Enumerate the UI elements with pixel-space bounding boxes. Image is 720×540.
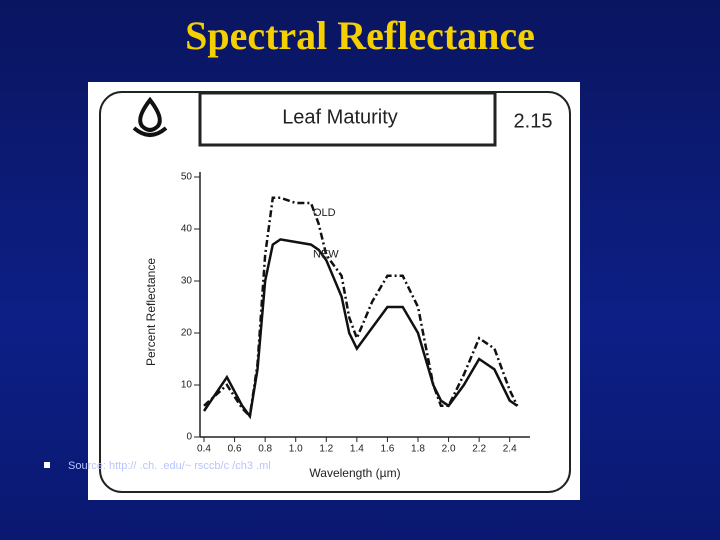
slide-title: Spectral Reflectance — [185, 13, 535, 58]
y-axis-label: Percent Reflectance — [144, 258, 158, 366]
x-tick-label: 1.4 — [350, 444, 364, 455]
chart-title: Leaf Maturity — [282, 106, 398, 128]
y-tick-label: 10 — [181, 380, 193, 391]
series-label: OLD — [313, 207, 336, 219]
y-tick-label: 20 — [181, 328, 193, 339]
x-tick-label: 0.4 — [197, 444, 211, 455]
x-tick-label: 2.4 — [503, 444, 517, 455]
x-tick-label: 1.6 — [380, 444, 394, 455]
x-tick-label: 0.8 — [258, 444, 272, 455]
y-tick-label: 0 — [186, 432, 192, 443]
x-tick-label: 2.0 — [442, 444, 456, 455]
figure-panel — [88, 82, 580, 500]
figure-number: 2.15 — [514, 110, 553, 132]
title-box — [198, 91, 497, 147]
bullet — [44, 462, 50, 468]
series-label: NEW — [313, 249, 339, 261]
x-tick-label: 1.0 — [289, 444, 303, 455]
x-tick-label: 1.2 — [319, 444, 333, 455]
y-tick-label: 30 — [181, 276, 193, 287]
x-tick-label: 2.2 — [472, 444, 486, 455]
drop-icon — [132, 96, 168, 137]
source-text: Source: http:// .ch. .edu/~ rsccb/c /ch3… — [68, 460, 271, 472]
x-tick-label: 1.8 — [411, 444, 425, 455]
y-tick-label: 50 — [181, 172, 193, 183]
series-line — [202, 238, 519, 420]
y-tick-label: 40 — [181, 224, 193, 235]
x-axis-label: Wavelength (µm) — [309, 466, 400, 480]
series-line — [203, 196, 519, 419]
x-tick-label: 0.6 — [228, 444, 242, 455]
